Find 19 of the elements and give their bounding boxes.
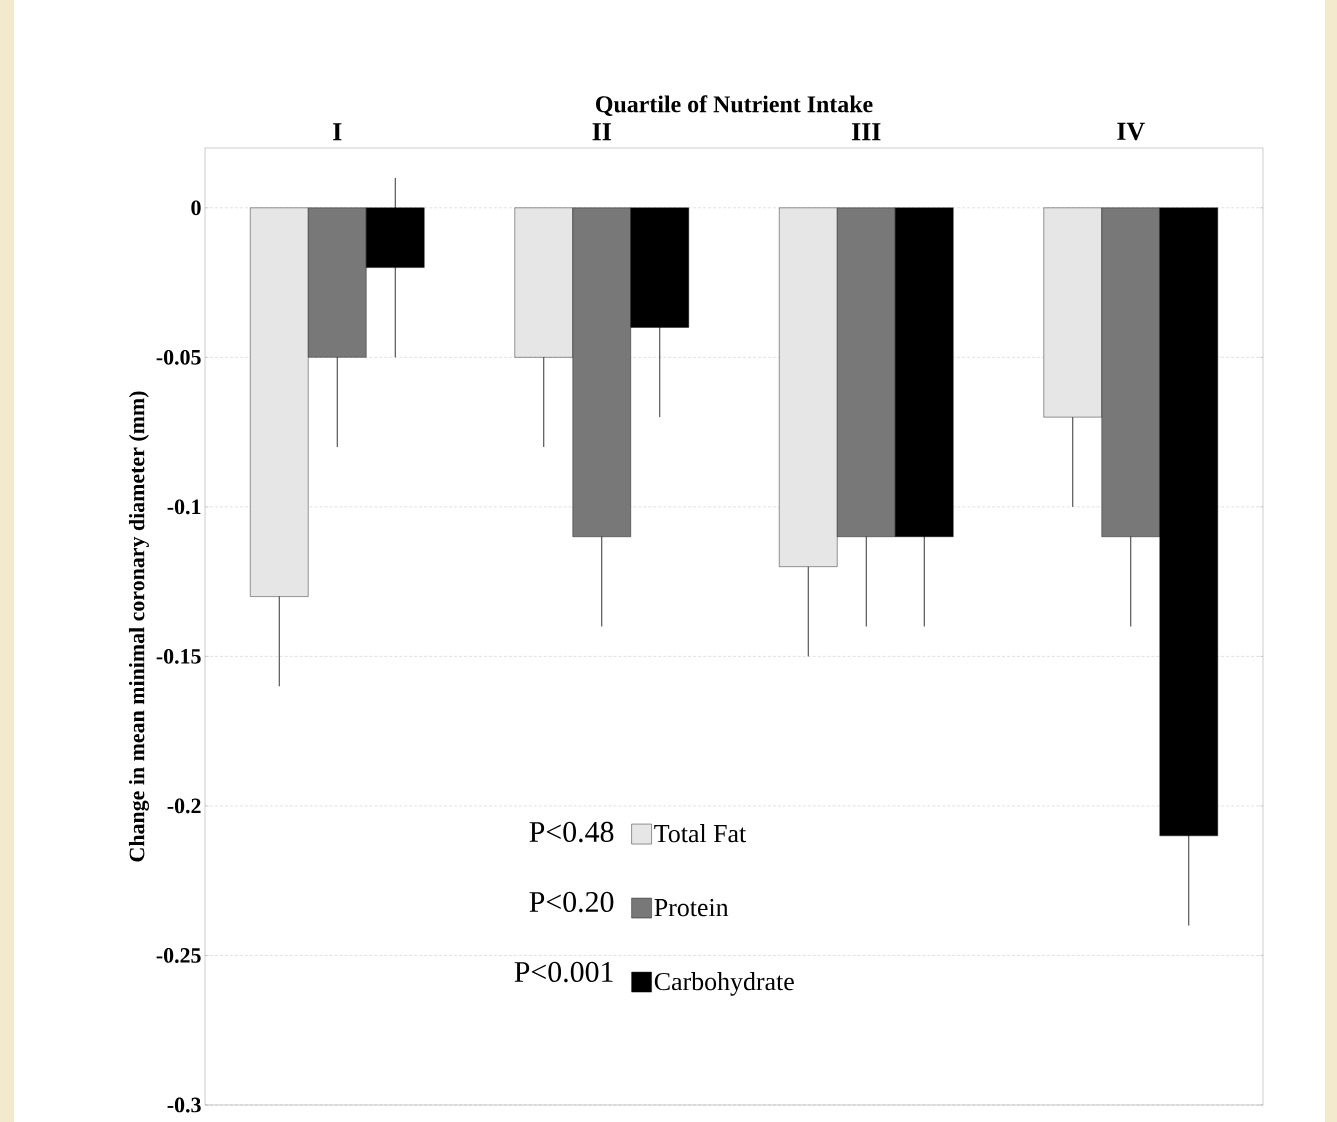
y-tick-label: -0.05 (156, 349, 201, 365)
y-tick-label: -0.25 (156, 948, 201, 963)
x-tick-label: II (592, 123, 611, 141)
y-tick-label: 0 (191, 200, 201, 216)
annotation: P<0.001 (514, 961, 613, 983)
legend-label: Carbohydrate (654, 972, 794, 996)
legend-label: Total Fat (654, 824, 747, 843)
x-axis-title: Quartile of Nutrient Intake (596, 95, 873, 117)
y-tick-label: -0.3 (167, 1097, 201, 1113)
y-tick-label: -0.15 (156, 648, 201, 664)
x-tick-label: I (333, 123, 342, 141)
x-tick-label: IV (1117, 122, 1145, 141)
y-axis-title: Change in mean minimal coronary diameter (mm) (128, 391, 149, 862)
annotation: P<0.20 (529, 891, 614, 913)
y-tick-label: -0.2 (167, 798, 201, 814)
y-tick-label: -0.1 (167, 499, 201, 515)
annotation: P<0.48 (529, 821, 614, 843)
legend-label: Protein (654, 898, 729, 917)
x-tick-label: III (852, 123, 881, 141)
